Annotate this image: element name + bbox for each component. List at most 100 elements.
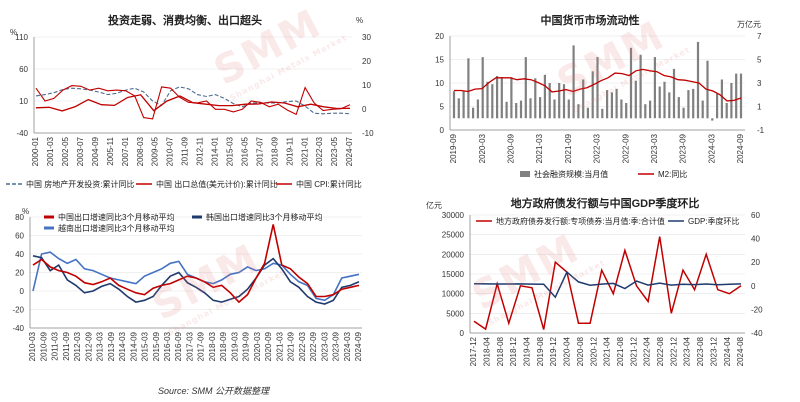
bar (634, 80, 637, 119)
x-tick-label: 2022-09 (309, 331, 318, 361)
bar (462, 91, 465, 119)
x-tick-label: 2019-12 (549, 336, 558, 366)
legend-label: 中国出口增速同比3个月移动平均 (58, 212, 174, 222)
bar (692, 88, 695, 119)
chart-title: 投资走弱、消费均衡、出口超头 (108, 13, 262, 27)
bar (653, 57, 656, 119)
x-tick-label: 2007-01 (121, 136, 130, 166)
legend-label: 中国 出口总值(美元计价):累计同比 (156, 179, 278, 189)
y-tick-label: 80 (15, 213, 24, 222)
x-tick-label: 2018-12 (509, 336, 518, 366)
series-line-m2 (454, 68, 742, 102)
bar (539, 97, 542, 119)
x-tick-label: 2022-09 (621, 133, 630, 163)
x-tick-label: 2011-03 (51, 331, 60, 360)
bar (543, 74, 546, 119)
y-tick-label-left: 30000 (442, 211, 465, 220)
series-line-3 (35, 94, 351, 112)
x-tick-label: 2012-11 (196, 136, 205, 165)
x-tick-label: 2024-04 (723, 336, 732, 366)
x-tick-label: 2022-08 (656, 336, 665, 366)
x-tick-label: 2019-11 (285, 136, 294, 165)
bar (519, 100, 523, 119)
y-tick-label-right: 30 (362, 33, 371, 42)
bar (696, 41, 700, 119)
x-tick-label: 2023-09 (332, 331, 341, 361)
y-tick-label-left: 20000 (442, 250, 465, 259)
x-tick-label: 2021-09 (287, 331, 296, 361)
x-tick-label: 2018-03 (208, 331, 217, 361)
x-tick-label: 2002-05 (61, 136, 70, 166)
x-tick-label: 2022-03 (298, 331, 307, 361)
bar (558, 83, 561, 119)
series-line-1 (32, 224, 360, 304)
x-tick-label: 2020-08 (576, 336, 585, 366)
y-axis-unit-left: % (22, 207, 29, 216)
x-tick-label: 2022-03 (593, 133, 602, 163)
bar (582, 79, 585, 119)
bar (620, 99, 623, 119)
bar (572, 45, 575, 119)
y-axis-unit-right: 万亿元 (737, 19, 761, 29)
bar (548, 83, 551, 119)
x-tick-label: 2022-03 (315, 136, 324, 166)
chart-local-bonds-gdp: 地方政府债发行额与中国GDP季度环比 亿元 0 5000 10000 15000 2000… (426, 196, 763, 366)
bar (644, 104, 647, 119)
x-tick-label: 2009-05 (151, 136, 160, 166)
bar (629, 47, 633, 119)
x-tick-label: 2021-12 (629, 336, 638, 366)
legend-label: 越南出口增速同比3个月移动平均 (58, 223, 174, 233)
y-tick-label: -40 (12, 324, 24, 333)
bar (553, 99, 556, 119)
y-tick-label: 0 (20, 287, 25, 296)
x-tick-label: 2019-03 (230, 331, 239, 361)
x-tick-label: 2012-03 (73, 331, 82, 361)
bar (668, 92, 671, 119)
bar (735, 73, 738, 119)
x-tick-label: 2015-03 (141, 331, 150, 361)
x-tick-label: 2021-03 (535, 133, 544, 163)
bar (467, 58, 470, 119)
x-tick-label: 2014-09 (129, 331, 138, 361)
y-tick-label-left: 15 (435, 56, 444, 65)
x-tick-label: 2018-09 (270, 136, 279, 166)
y-tick-label-right: -40 (751, 329, 763, 338)
x-tick-label: 2005-11 (106, 136, 115, 165)
bar (725, 103, 728, 119)
y-tick-label-left: 110 (15, 33, 28, 42)
chart-investment-consumption-export: 投资走弱、消费均衡、出口超头 %% -40 10 60 110 -10 0 10 20 30 200… (6, 13, 374, 189)
bar (534, 78, 537, 119)
y-tick-label-left: 10 (19, 97, 28, 106)
legend-label: M2:同比 (658, 169, 687, 179)
series-line-3 (32, 251, 360, 302)
bar (649, 100, 652, 119)
x-tick-label: 2019-08 (536, 336, 545, 366)
bar (687, 90, 690, 119)
y-tick-label-right: 20 (751, 258, 760, 267)
y-tick-label-right: -1 (757, 126, 765, 135)
legend-label: GDP:季度环比 (688, 216, 740, 226)
x-tick-label: 2019-04 (523, 336, 532, 366)
x-tick-label: 2010-09 (39, 331, 48, 361)
bar (476, 99, 479, 119)
bar (720, 79, 723, 119)
y-tick-label-left: 10000 (442, 290, 465, 299)
y-tick-label: 40 (15, 250, 24, 259)
x-tick-label: 2024-03 (707, 133, 716, 163)
y-tick-label-left: -40 (16, 129, 28, 138)
x-tick-label: 2013-09 (107, 331, 116, 361)
bar (701, 100, 704, 119)
y-tick-label-right: 3 (757, 79, 762, 88)
bar (682, 107, 685, 119)
legend-label: 社会融资规模:当月值 (534, 169, 608, 179)
x-tick-label: 2012-09 (84, 331, 93, 361)
y-tick-label-right: 1 (757, 103, 762, 112)
x-tick-label: 2024-09 (354, 331, 363, 361)
bar (606, 90, 609, 119)
bar (496, 76, 499, 119)
x-tick-label: 2014-03 (118, 331, 127, 361)
x-tick-label: 2021-01 (300, 136, 309, 166)
x-tick-label: 2000-01 (31, 136, 40, 166)
bar (663, 81, 666, 119)
x-tick-label: 2024-09 (736, 133, 745, 163)
